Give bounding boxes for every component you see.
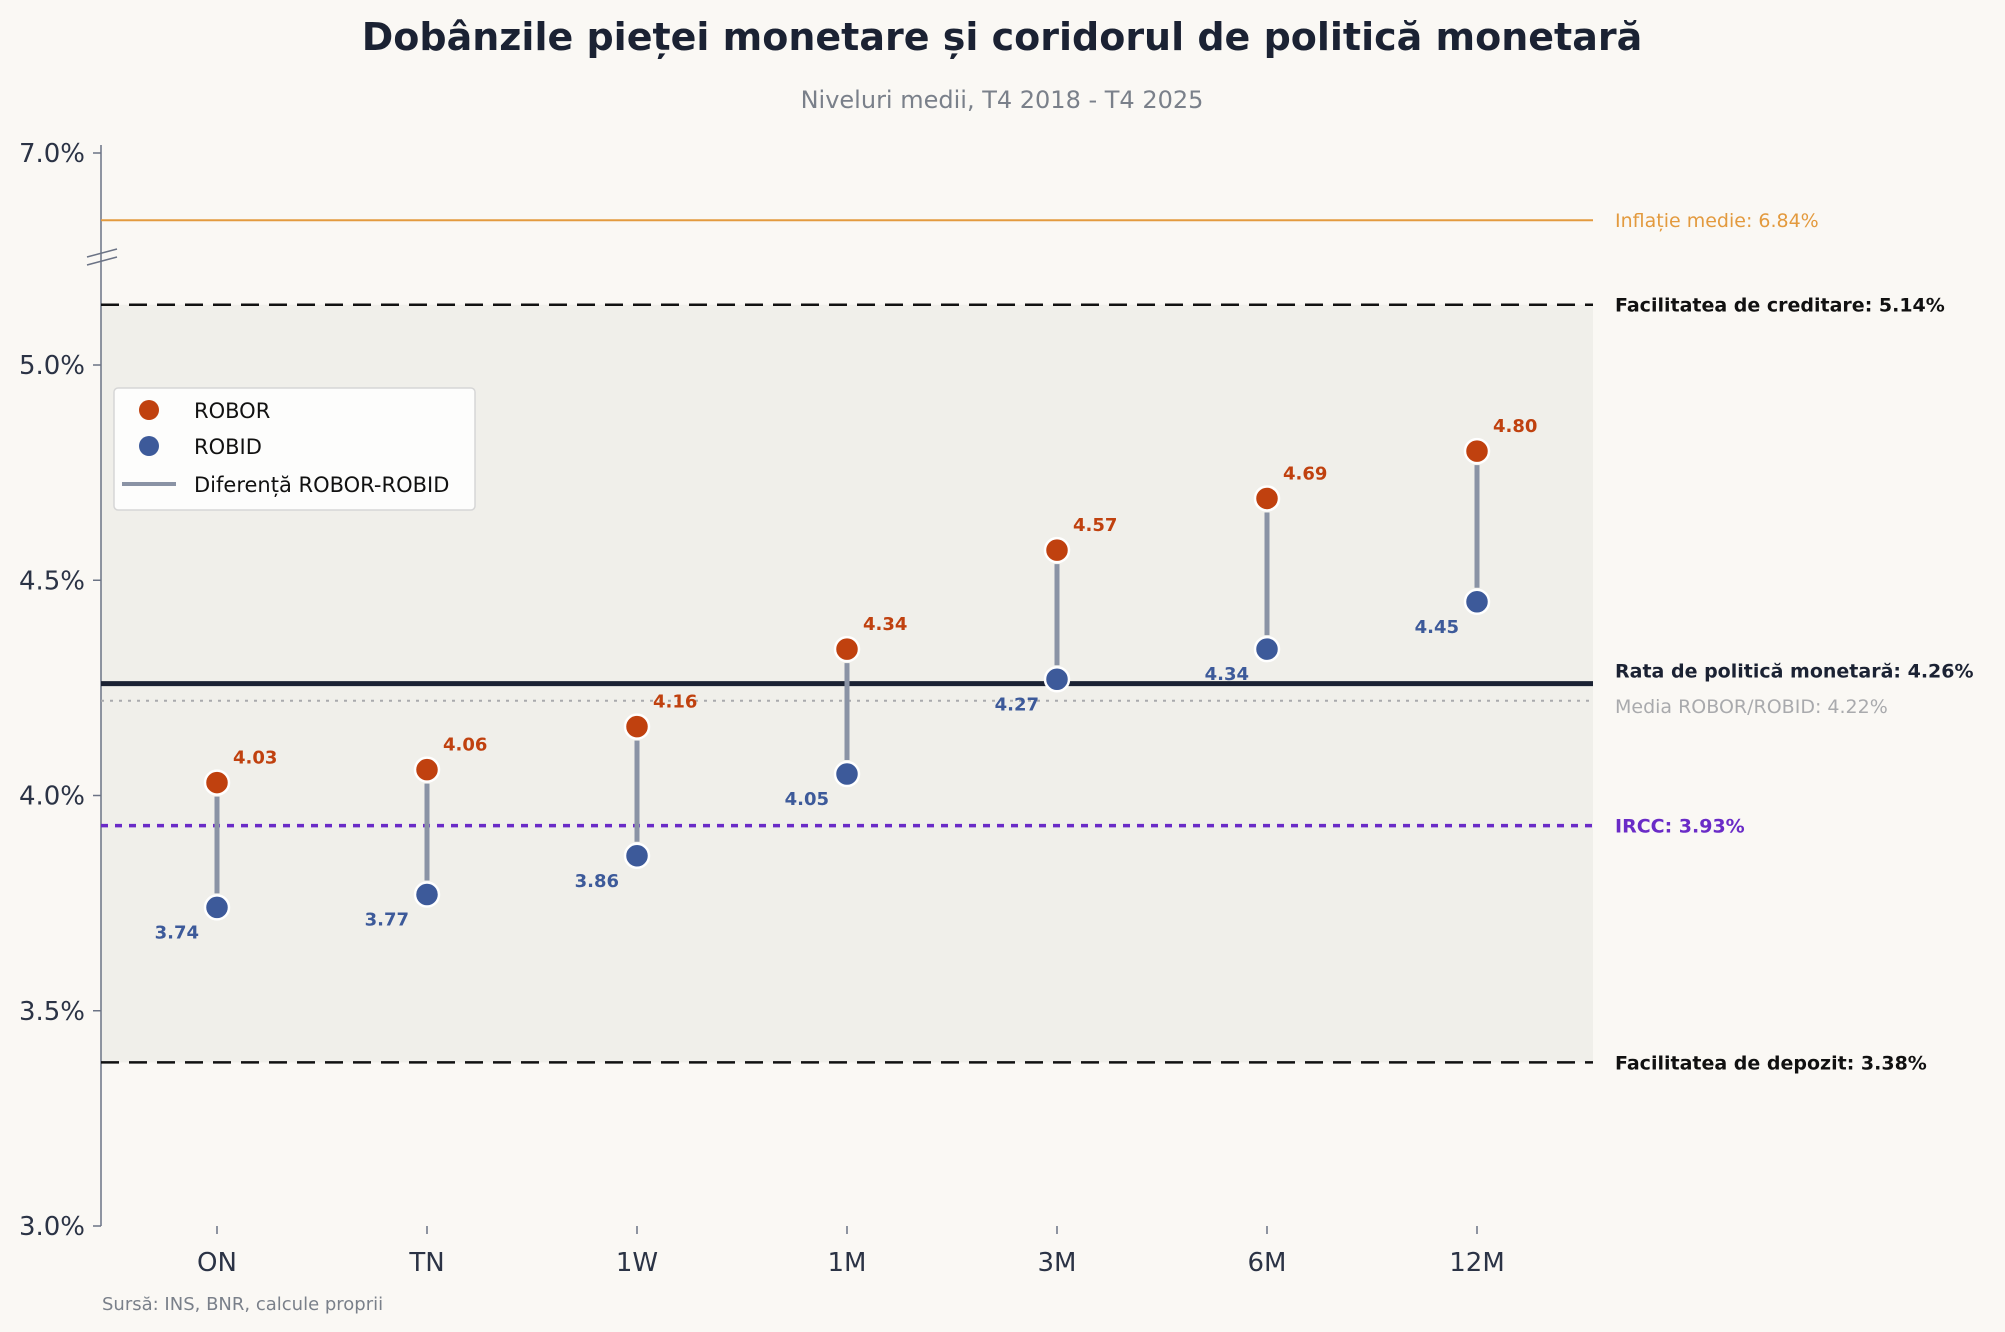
y-tick-label: 5.0% [19,351,85,381]
robor-point [1463,437,1491,465]
robor-value-label: 4.57 [1073,515,1117,536]
chart-title: Dobânzile pieței monetare și coridorul d… [362,15,1642,59]
robid-value-label: 4.34 [1205,664,1249,685]
robid-point [1253,635,1281,663]
ref-label-policy: Rata de politică monetară: 4.26% [1615,661,1974,683]
legend: ROBOR ROBID Diferență ROBOR-ROBID [113,387,476,511]
robor-value-label: 4.16 [653,692,697,713]
robor-value-label: 4.80 [1493,416,1537,437]
y-tick-label: 4.0% [19,782,85,812]
y-tick-label: 3.5% [19,997,85,1027]
legend-box [113,387,476,511]
x-tick-label: 6M [1248,1248,1287,1278]
source-note: Sursă: INS, BNR, calcule proprii [102,1294,383,1315]
y-tick-label: 3.0% [19,1212,85,1242]
robid-point [623,842,651,870]
robid-value-label: 3.74 [155,922,199,943]
robid-value-label: 3.77 [365,910,409,931]
y-tick-label: 7.0% [19,139,85,169]
robor-point [203,769,231,796]
robor-value-label: 4.06 [443,735,487,756]
legend-robor-marker [139,400,159,420]
x-tick-label: 1W [616,1248,658,1278]
chart-subtitle: Niveluri medii, T4 2018 - T4 2025 [801,86,1204,114]
y-tick-label: 4.5% [19,566,85,596]
legend-spread-label: Diferență ROBOR-ROBID [194,473,449,497]
ref-label-mean: Media ROBOR/ROBID: 4.22% [1615,696,1888,718]
robor-point [1043,536,1071,564]
legend-robid-label: ROBID [194,435,262,459]
robid-point [413,881,441,908]
legend-robor-label: ROBOR [194,399,270,423]
robid-point [1463,588,1491,616]
axis-break-mark [86,248,118,258]
robor-point [1253,485,1281,512]
robor-point [623,713,651,740]
ref-label-deposit: Facilitatea de depozit: 3.38% [1615,1052,1927,1074]
robid-value-label: 4.45 [1415,617,1459,638]
ref-label-lending: Facilitatea de creditare: 5.14% [1615,295,1945,317]
robor-value-label: 4.03 [233,748,277,769]
plot-area: 3.0% 3.5% 4.0% 4.5% 5.0% 7.0% Inflație medie: … [19,139,1974,1278]
robid-value-label: 4.05 [785,789,829,810]
x-tick-label: 3M [1038,1248,1077,1278]
robid-point [203,894,231,921]
robid-value-label: 4.27 [995,694,1039,715]
axis-break-mark [86,256,118,266]
robor-point [413,756,441,783]
inflation-label: Inflație medie: 6.84% [1615,210,1819,232]
legend-robid-marker [139,436,159,456]
x-tick-label: TN [408,1248,444,1278]
x-tick-label: 1M [828,1248,867,1278]
robid-point [1043,666,1071,693]
x-tick-label: 12M [1449,1248,1505,1278]
x-tick-label: ON [197,1248,237,1278]
robid-point [833,760,861,788]
ref-label-ircc: IRCC: 3.93% [1615,816,1745,838]
robor-point [833,635,861,663]
robor-value-label: 4.34 [863,614,907,635]
robor-value-label: 4.69 [1283,463,1327,484]
robid-value-label: 3.86 [575,871,619,892]
